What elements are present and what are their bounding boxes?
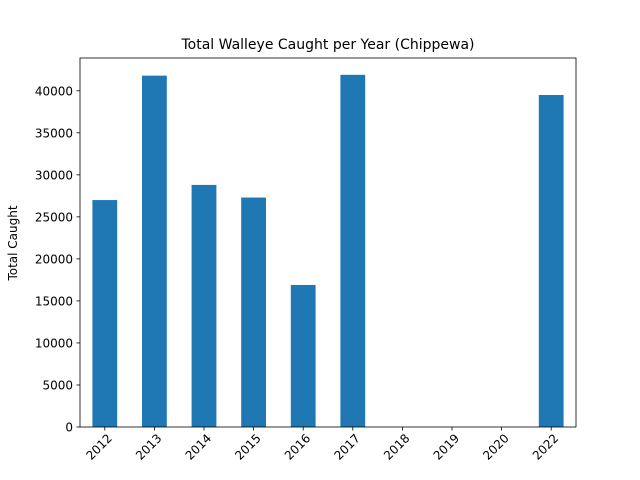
y-tick-label: 10000 bbox=[35, 336, 73, 350]
bar bbox=[290, 284, 316, 427]
bar bbox=[191, 184, 217, 427]
chart-title: Total Walleye Caught per Year (Chippewa) bbox=[180, 37, 474, 53]
bar bbox=[340, 74, 366, 427]
y-tick-label: 40000 bbox=[35, 84, 73, 98]
y-tick-label: 35000 bbox=[35, 126, 73, 140]
y-axis-label: Total Caught bbox=[6, 205, 20, 281]
y-tick-label: 20000 bbox=[35, 252, 73, 266]
bar bbox=[142, 75, 167, 427]
y-tick-label: 0 bbox=[65, 421, 73, 435]
bar bbox=[241, 197, 266, 427]
y-tick-label: 25000 bbox=[35, 210, 73, 224]
y-tick-label: 30000 bbox=[35, 168, 73, 182]
y-tick-label: 15000 bbox=[35, 294, 73, 308]
bar bbox=[92, 200, 118, 427]
y-tick-label: 5000 bbox=[42, 378, 73, 392]
bar bbox=[538, 94, 564, 427]
plot-frame bbox=[79, 57, 577, 428]
